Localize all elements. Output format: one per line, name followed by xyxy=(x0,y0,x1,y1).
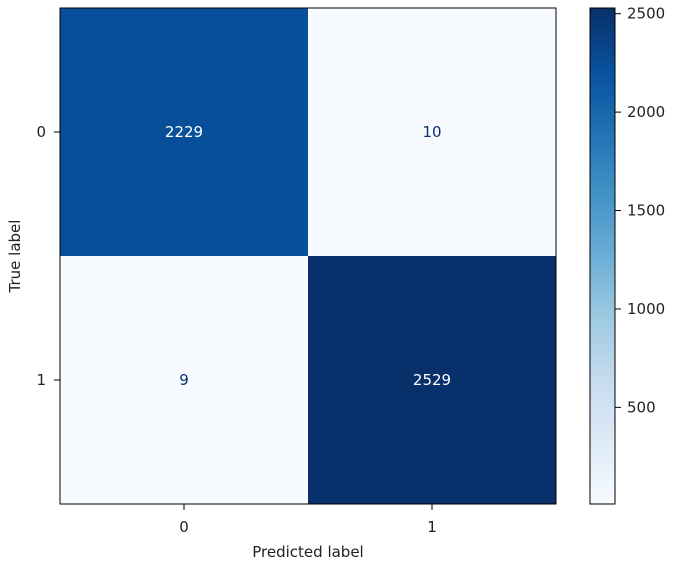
x-tick-label-0: 0 xyxy=(179,518,189,536)
cell-value-labels: 2229 10 9 2529 xyxy=(165,123,451,389)
plot-frame xyxy=(59,7,557,505)
cell-value-1-0: 9 xyxy=(179,371,189,389)
y-axis: 0 1 True label xyxy=(6,123,60,389)
cell-value-0-0: 2229 xyxy=(165,123,203,141)
colorbar-fill xyxy=(589,7,616,505)
colorbar-tick-label-4: 2500 xyxy=(627,5,665,23)
x-axis-label: Predicted label xyxy=(252,543,363,561)
cell-1-0 xyxy=(60,256,308,504)
cell-0-0 xyxy=(60,8,308,256)
x-axis: 0 1 Predicted label xyxy=(179,504,437,561)
y-tick-label-0: 0 xyxy=(36,123,46,141)
cell-1-1 xyxy=(308,256,556,504)
cell-value-1-1: 2529 xyxy=(413,371,451,389)
y-tick-label-1: 1 xyxy=(36,371,46,389)
colorbar-tick-label-2: 1500 xyxy=(627,202,665,220)
y-axis-label: True label xyxy=(6,220,24,294)
heatmap-cells xyxy=(60,8,556,504)
cell-value-0-1: 10 xyxy=(422,123,441,141)
x-tick-label-1: 1 xyxy=(427,518,437,536)
colorbar: 500 1000 1500 2000 2500 xyxy=(589,5,665,505)
colorbar-tick-label-1: 1000 xyxy=(627,300,665,318)
cell-0-1 xyxy=(308,8,556,256)
colorbar-ticks: 500 1000 1500 2000 2500 xyxy=(615,5,665,416)
colorbar-tick-label-0: 500 xyxy=(627,398,656,416)
colorbar-tick-label-3: 2000 xyxy=(627,103,665,121)
